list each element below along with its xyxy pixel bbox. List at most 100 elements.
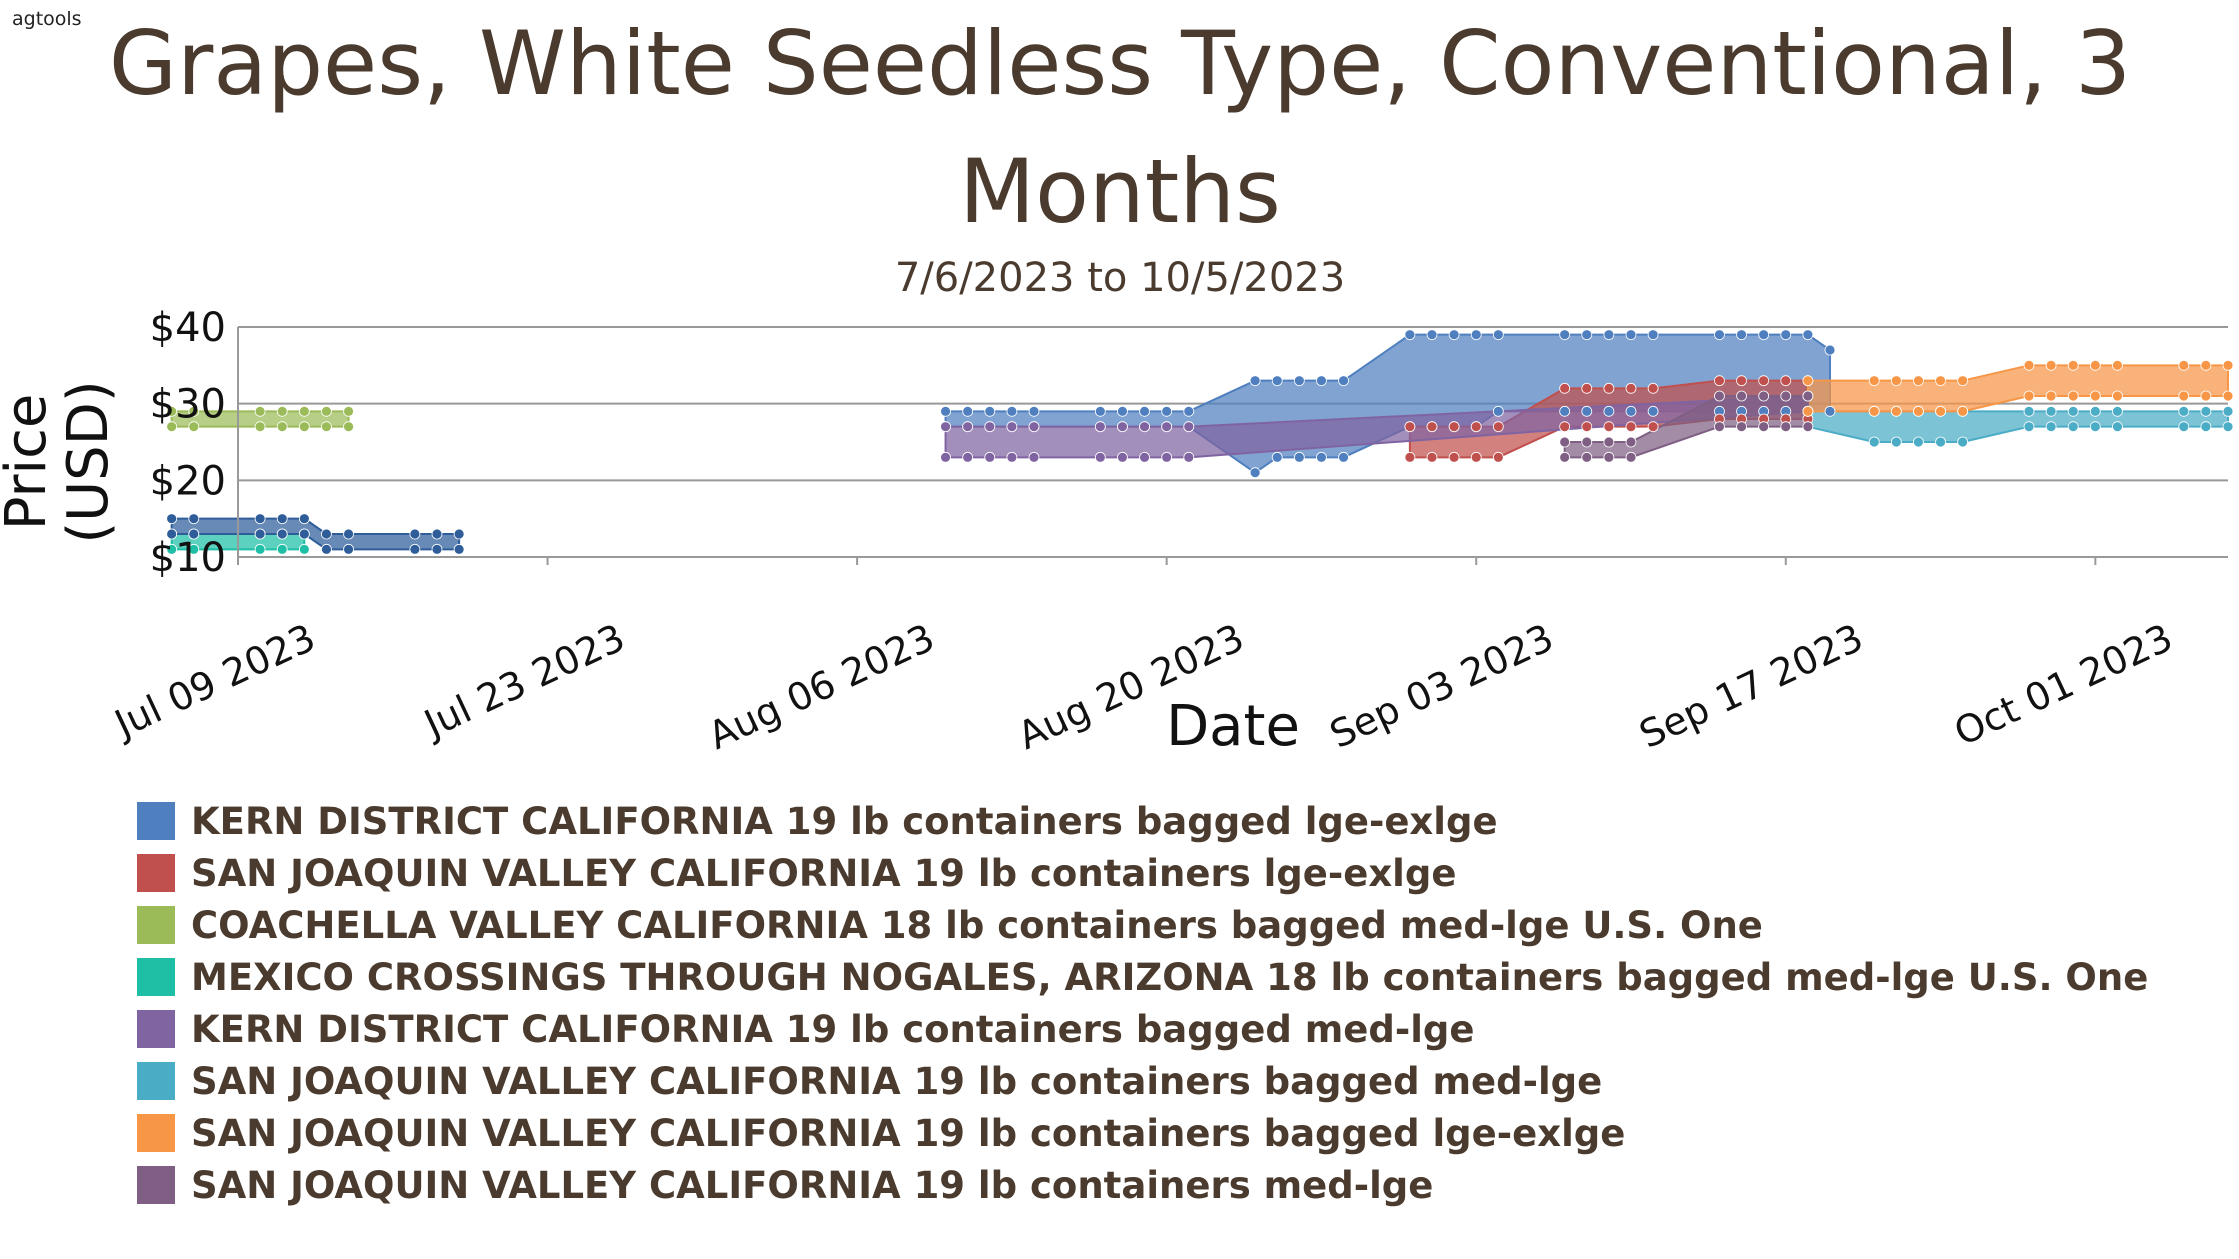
- data-point-high: [1868, 375, 1880, 387]
- data-point-high: [2045, 359, 2057, 371]
- data-point-low: [321, 543, 332, 555]
- data-point-low: [409, 543, 421, 555]
- y-tick-label: $40: [150, 305, 226, 351]
- data-point-low: [254, 528, 266, 540]
- data-point-low: [2023, 390, 2035, 402]
- data-point-low: [254, 421, 266, 433]
- data-point-high: [1316, 375, 1327, 387]
- data-point-low: [1338, 451, 1349, 463]
- data-point-low: [188, 543, 200, 555]
- legend-item[interactable]: SAN JOAQUIN VALLEY CALIFORNIA 19 lb cont…: [137, 847, 2148, 899]
- legend-label: COACHELLA VALLEY CALIFORNIA 18 lb contai…: [191, 903, 1763, 947]
- y-tick-label: $30: [150, 382, 226, 428]
- data-point-low: [1625, 451, 1637, 463]
- data-point-high: [1647, 329, 1659, 341]
- data-point-low: [1868, 405, 1880, 417]
- data-point-high: [1603, 436, 1615, 448]
- data-point-high: [343, 405, 354, 417]
- x-tick-label: Oct 01 2023: [1948, 615, 2180, 754]
- data-point-low: [166, 421, 178, 433]
- data-point-low: [298, 421, 310, 433]
- legend-item[interactable]: SAN JOAQUIN VALLEY CALIFORNIA 19 lb cont…: [137, 1107, 2148, 1159]
- data-point-low: [1603, 451, 1615, 463]
- data-point-high: [1758, 329, 1770, 341]
- data-point-high: [2112, 405, 2123, 417]
- data-point-high: [984, 405, 996, 417]
- data-point-high: [166, 405, 178, 417]
- data-point-high: [1161, 405, 1173, 417]
- data-point-high: [1935, 375, 1946, 387]
- data-point-low: [1492, 405, 1504, 417]
- data-point-high: [1470, 421, 1482, 433]
- data-point-high: [1913, 375, 1924, 387]
- data-point-high: [1559, 329, 1571, 341]
- data-point-low: [1957, 405, 1969, 417]
- data-point-high: [1492, 421, 1504, 433]
- legend-label: SAN JOAQUIN VALLEY CALIFORNIA 19 lb cont…: [191, 1059, 1603, 1103]
- data-point-high: [2023, 405, 2035, 417]
- data-point-low: [2089, 390, 2101, 402]
- legend-label: MEXICO CROSSINGS THROUGH NOGALES, ARIZON…: [191, 955, 2149, 999]
- data-point-low: [1006, 451, 1018, 463]
- legend-item[interactable]: COACHELLA VALLEY CALIFORNIA 18 lb contai…: [137, 899, 2148, 951]
- data-point-low: [2178, 421, 2190, 433]
- data-point-high: [1625, 382, 1637, 394]
- legend-item[interactable]: SAN JOAQUIN VALLEY CALIFORNIA 19 lb cont…: [137, 1055, 2148, 1107]
- legend-item[interactable]: SAN JOAQUIN VALLEY CALIFORNIA 19 lb cont…: [137, 1159, 2148, 1211]
- data-point-low: [343, 543, 354, 555]
- data-point-high: [2045, 405, 2057, 417]
- data-point-high: [1603, 382, 1615, 394]
- data-point-low: [1581, 451, 1593, 463]
- data-point-low: [431, 543, 443, 555]
- data-point-low: [2200, 390, 2212, 402]
- legend-item[interactable]: KERN DISTRICT CALIFORNIA 19 lb container…: [137, 795, 2148, 847]
- data-point-high: [1714, 390, 1725, 402]
- chart-svg: $10 $20 $30 $40 Jul 09 2023 Jul 23 2023 Aug 06…: [0, 305, 2234, 759]
- data-point-high: [940, 405, 951, 417]
- data-point-high: [254, 405, 266, 417]
- data-point-low: [276, 543, 288, 555]
- data-point-low: [962, 451, 974, 463]
- data-point-low: [1802, 405, 1814, 417]
- x-tick-label: Jul 23 2023: [416, 615, 631, 747]
- data-point-low: [321, 421, 332, 433]
- x-tick-label: Aug 06 2023: [702, 615, 941, 758]
- legend-item[interactable]: KERN DISTRICT CALIFORNIA 19 lb container…: [137, 1003, 2148, 1055]
- data-point-low: [1868, 436, 1880, 448]
- data-point-low: [940, 451, 951, 463]
- data-point-low: [1271, 451, 1283, 463]
- data-point-low: [1890, 405, 1902, 417]
- data-point-low: [1957, 436, 1969, 448]
- data-point-low: [453, 543, 465, 555]
- data-point-high: [2089, 405, 2101, 417]
- data-point-high: [1780, 390, 1792, 402]
- brand-logo[interactable]: agtools: [12, 8, 82, 30]
- data-point-low: [276, 528, 288, 540]
- data-point-high: [276, 513, 288, 525]
- data-point-high: [431, 528, 443, 540]
- data-point-high: [2089, 359, 2101, 371]
- data-point-high: [1559, 436, 1571, 448]
- legend-item[interactable]: MEXICO CROSSINGS THROUGH NOGALES, ARIZON…: [137, 951, 2148, 1003]
- data-point-high: [1625, 329, 1637, 341]
- data-point-high: [1094, 421, 1106, 433]
- data-point-high: [276, 405, 288, 417]
- data-point-high: [1183, 405, 1195, 417]
- data-point-high: [188, 405, 200, 417]
- data-point-low: [1625, 421, 1637, 433]
- data-point-high: [1603, 329, 1615, 341]
- legend-swatch: [137, 958, 175, 996]
- data-point-high: [453, 528, 465, 540]
- data-point-low: [2222, 390, 2234, 402]
- data-point-high: [1249, 375, 1261, 387]
- legend-swatch: [137, 854, 175, 892]
- data-point-high: [1625, 436, 1637, 448]
- data-point-high: [2067, 405, 2079, 417]
- y-tick-label: $10: [150, 535, 226, 581]
- data-point-high: [2200, 405, 2212, 417]
- legend-swatch: [137, 1114, 175, 1152]
- data-point-low: [254, 543, 266, 555]
- legend-swatch: [137, 802, 175, 840]
- data-point-high: [2067, 359, 2079, 371]
- data-point-low: [166, 528, 178, 540]
